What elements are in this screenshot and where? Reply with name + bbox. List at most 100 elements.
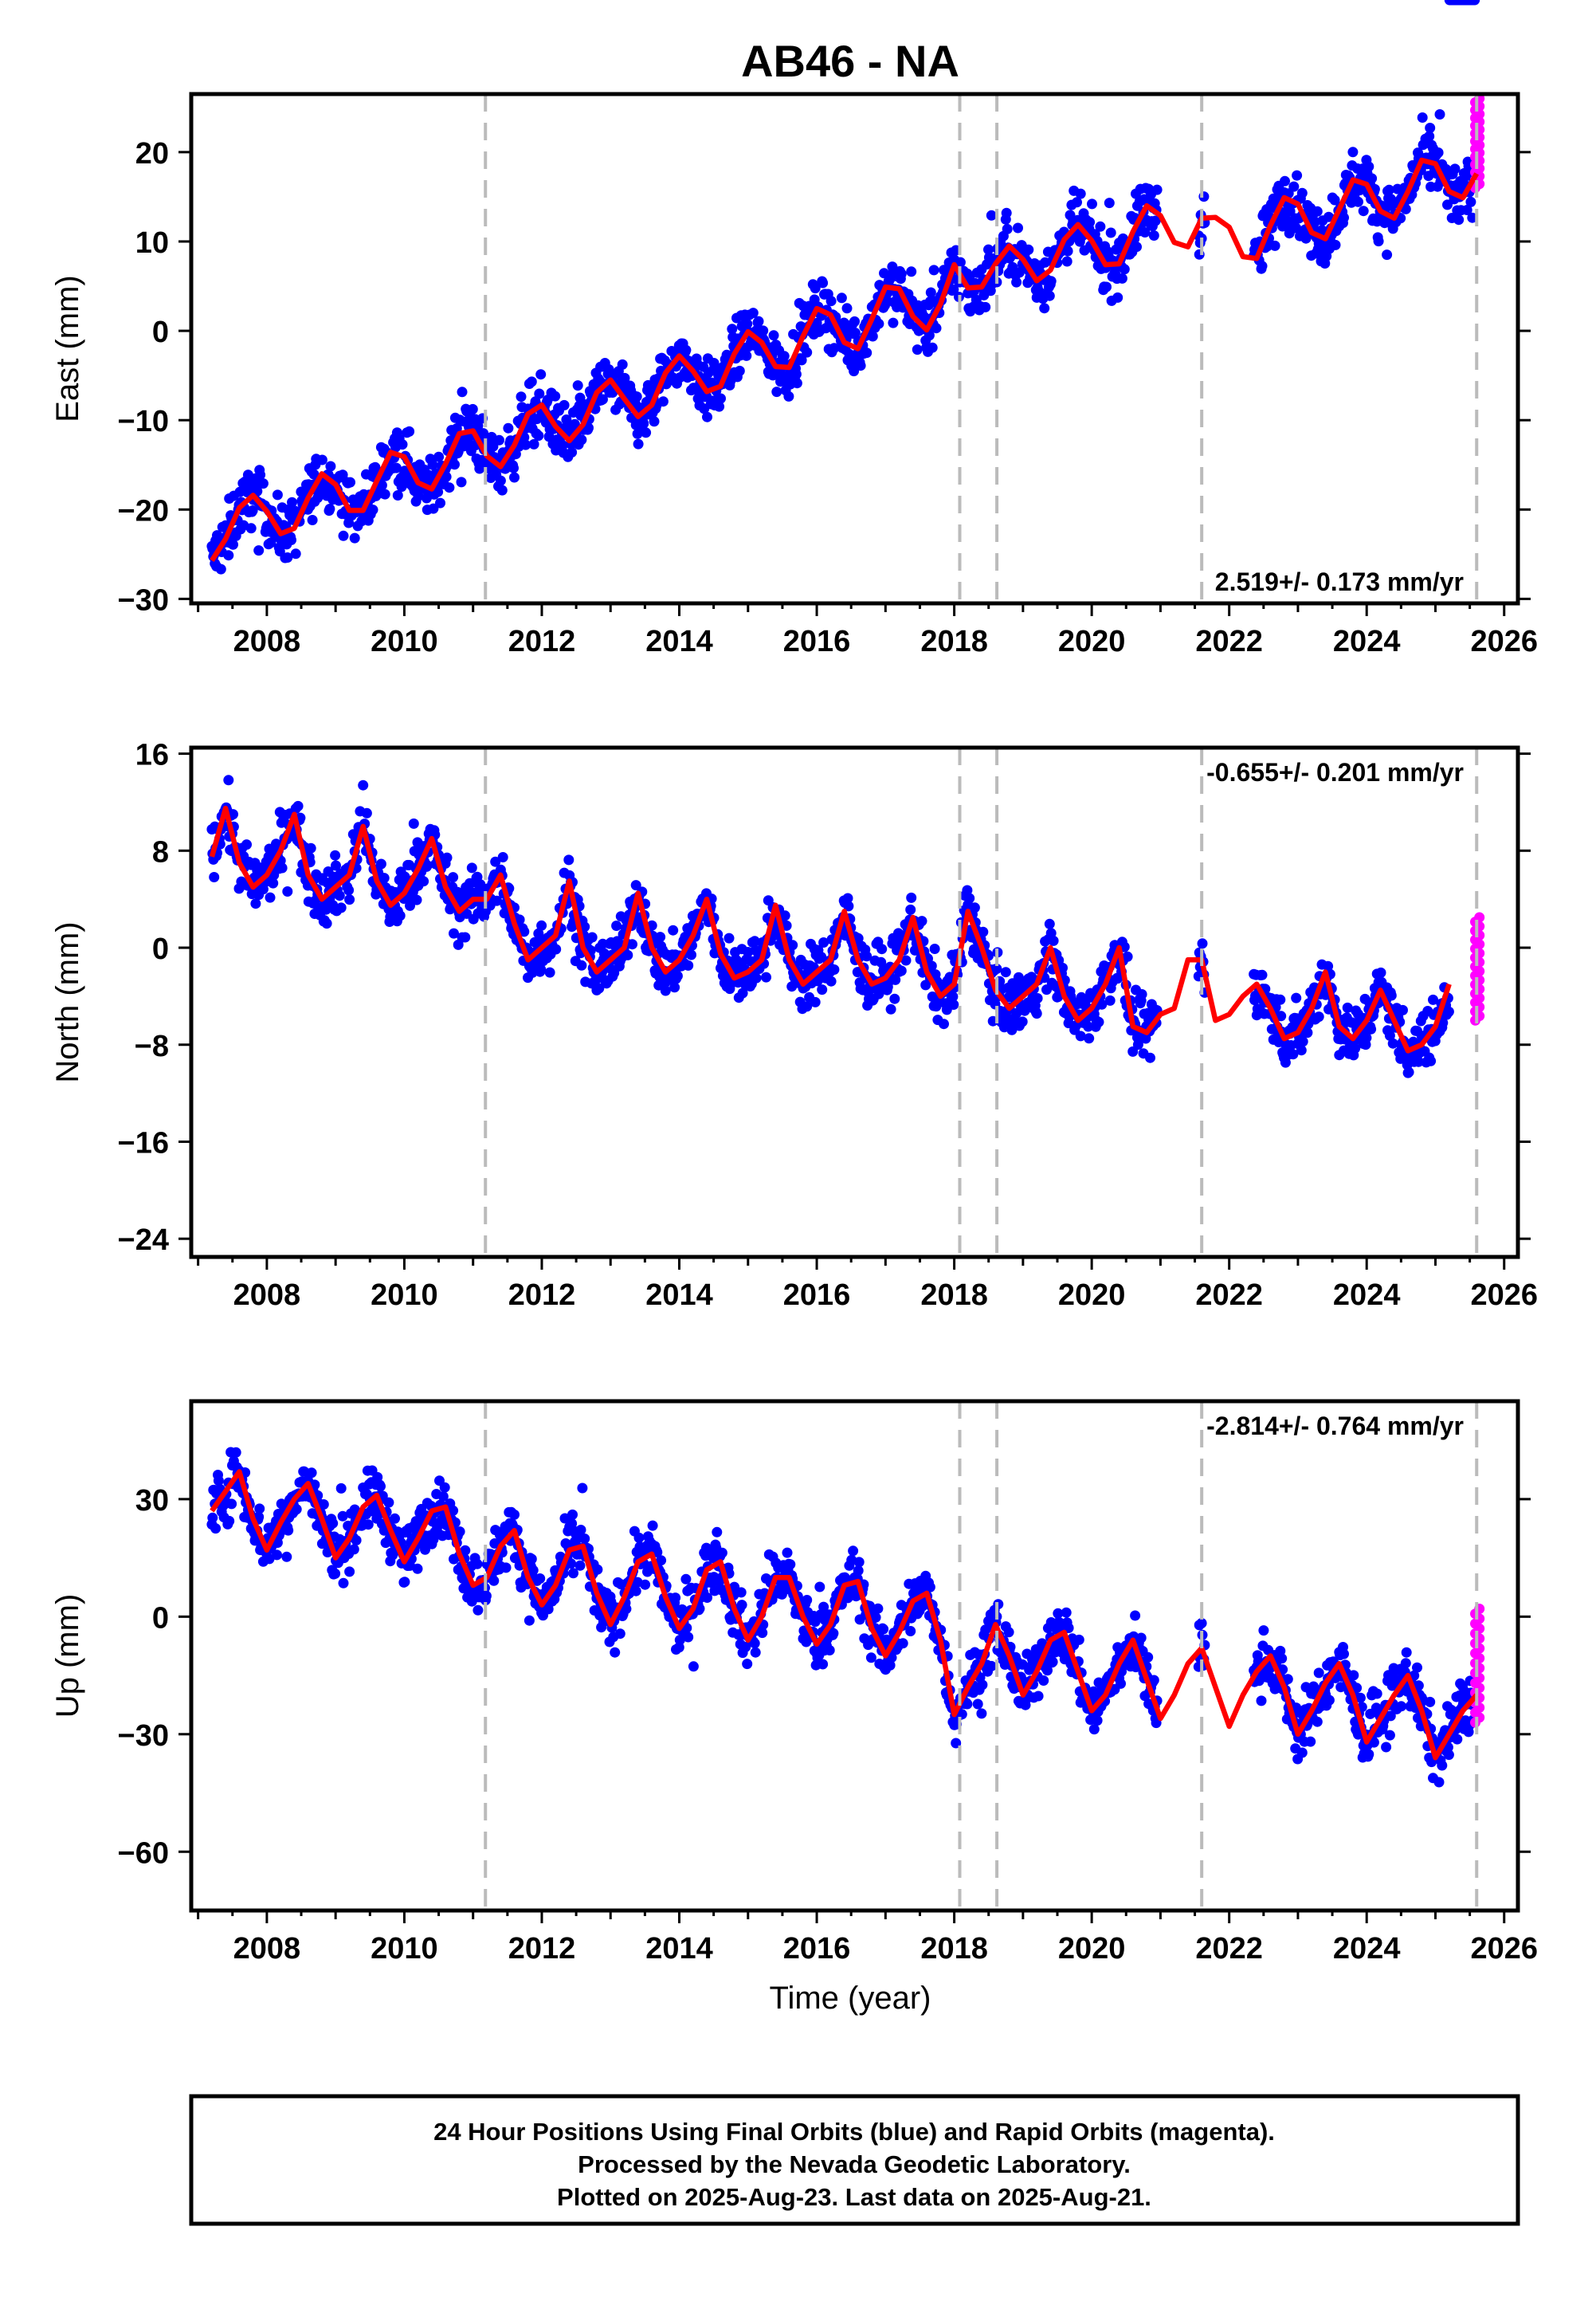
north-point-final: [861, 951, 873, 962]
north-point-final: [683, 960, 694, 971]
north-point-final: [331, 860, 341, 871]
chart-title: AB46 - NA: [741, 36, 959, 86]
east-point-final: [1119, 264, 1130, 275]
north-point-final: [586, 932, 598, 943]
up-point-final: [1348, 1670, 1359, 1681]
north-x-tick-label: 2012: [508, 1278, 576, 1312]
north-point-final: [1145, 1052, 1155, 1063]
up-point-final: [207, 1512, 218, 1523]
north-point-final: [375, 858, 386, 870]
north-point-final: [276, 862, 288, 874]
up-y-tick-label: 0: [152, 1601, 169, 1635]
east-point-final: [1151, 184, 1163, 195]
north-point-final: [962, 885, 973, 896]
east-point-final: [1039, 303, 1050, 314]
east-point-final: [307, 515, 318, 525]
east-point-final: [758, 325, 769, 336]
east-point-final: [390, 462, 402, 473]
north-point-final: [948, 999, 959, 1010]
east-point-final: [572, 380, 583, 391]
east-point-final: [1330, 239, 1341, 250]
up-point-final: [670, 1592, 681, 1604]
north-y-tick-label: 0: [152, 933, 169, 966]
east-point-final: [1382, 249, 1393, 261]
up-point-final: [1258, 1625, 1269, 1636]
north-x-tick-label: 2020: [1058, 1278, 1126, 1312]
east-model-curve: [210, 157, 1480, 562]
east-point-final: [1347, 147, 1359, 158]
east-point-final: [771, 387, 782, 398]
north-point-final: [817, 984, 828, 995]
north-point-final: [926, 960, 937, 972]
north-point-final: [905, 904, 916, 915]
north-point-final: [655, 932, 666, 943]
north-point-final: [622, 949, 633, 960]
up-point-final: [1135, 1632, 1147, 1643]
up-point-final: [680, 1573, 692, 1585]
east-point-final: [706, 377, 717, 388]
north-point-final: [825, 976, 837, 987]
up-point-final: [1130, 1610, 1141, 1621]
east-point-final: [528, 438, 539, 450]
north-point-final: [978, 926, 989, 937]
north-point-final: [576, 960, 587, 971]
up-point-final: [567, 1509, 578, 1520]
east-point-final: [1112, 292, 1123, 303]
east-y-tick-label: 10: [135, 226, 169, 260]
east-point-final: [392, 490, 403, 501]
east-point-final: [535, 369, 547, 380]
north-point-final: [466, 862, 477, 874]
east-point-final: [836, 293, 847, 304]
east-point-final: [1292, 170, 1303, 181]
east-point-final: [567, 447, 578, 457]
east-point-final: [349, 532, 360, 544]
up-point-final: [1400, 1658, 1411, 1669]
north-point-final: [1257, 969, 1268, 980]
east-x-tick-label: 2008: [233, 625, 301, 658]
up-point-final: [1116, 1678, 1126, 1689]
east-point-final: [245, 523, 257, 534]
east-point-final: [896, 269, 907, 280]
up-point-final: [853, 1557, 865, 1568]
east-point-final: [257, 478, 269, 489]
east-point-final: [1148, 230, 1159, 241]
east-point-final: [1296, 187, 1308, 198]
east-point-final: [980, 301, 991, 312]
east-point-final: [778, 351, 790, 362]
east-point-final: [1465, 196, 1476, 207]
east-point-final: [631, 391, 642, 403]
up-point-final: [210, 1523, 222, 1534]
east-point-final: [641, 427, 652, 438]
east-point-final: [287, 497, 297, 508]
up-point-final: [535, 1573, 546, 1584]
east-point-final: [825, 296, 837, 307]
east-x-tick-label: 2026: [1470, 625, 1538, 658]
east-point-final: [887, 261, 898, 273]
east-point-final: [1072, 197, 1082, 208]
east-point-final: [379, 489, 390, 500]
x-axis-label: Time (year): [770, 1981, 931, 2016]
up-point-final: [735, 1587, 747, 1598]
up-point-final: [439, 1482, 450, 1493]
north-point-final: [335, 902, 347, 913]
east-point-final: [441, 471, 452, 482]
north-point-final: [1104, 995, 1116, 1006]
up-point-final: [335, 1482, 347, 1494]
north-point-final: [330, 850, 341, 861]
up-point-final: [1412, 1662, 1422, 1673]
north-point-final: [1093, 1016, 1104, 1027]
north-point-final: [1296, 1045, 1307, 1056]
up-point-final: [818, 1659, 829, 1670]
east-point-final: [325, 461, 336, 472]
north-point-final: [497, 852, 508, 862]
up-point-final: [306, 1467, 317, 1479]
east-point-final: [1383, 184, 1394, 195]
east-point-final: [494, 434, 504, 446]
east-point-final: [215, 564, 226, 575]
east-point-final: [642, 379, 653, 391]
up-point-final: [688, 1661, 699, 1672]
east-point-final: [457, 387, 468, 398]
east-point-final: [1453, 214, 1465, 226]
east-point-final: [818, 277, 829, 289]
up-point-final: [897, 1638, 908, 1649]
